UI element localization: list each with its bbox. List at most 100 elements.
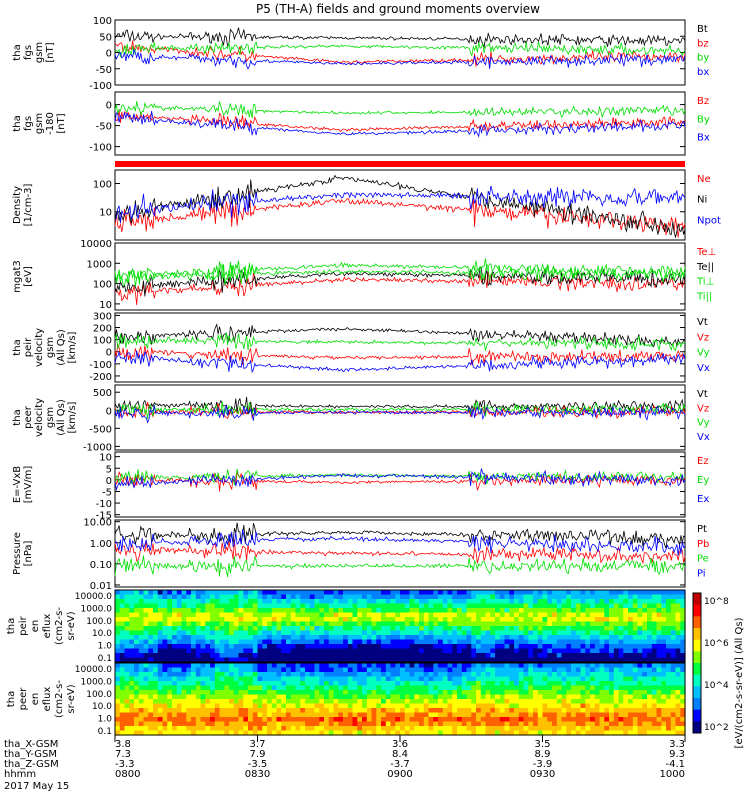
- spectrogram-cell: [509, 708, 515, 714]
- spectrogram-cell: [286, 653, 292, 659]
- spectrogram-cell: [295, 626, 301, 632]
- spectrogram-cell: [352, 599, 358, 605]
- spectrogram-cell: [205, 590, 211, 596]
- spectrogram-cell: [623, 717, 629, 723]
- spectrogram-cell: [680, 717, 686, 723]
- spectrogram-cell: [248, 730, 254, 736]
- spectrogram-cell: [381, 653, 387, 659]
- spectrogram-cell: [143, 608, 149, 614]
- spectrogram-cell: [571, 717, 577, 723]
- spectrogram-cell: [385, 708, 392, 714]
- spectrogram-cell: [628, 594, 634, 600]
- spectrogram-cell: [381, 635, 387, 641]
- colorbar-cell: [693, 639, 701, 652]
- spectrogram-cell: [585, 667, 591, 673]
- spectrogram-cell: [305, 635, 311, 641]
- spectrogram-cell: [276, 657, 282, 663]
- spectrogram-cell: [333, 653, 339, 659]
- spectrogram-cell: [571, 694, 577, 700]
- spectrogram-cell: [314, 667, 320, 673]
- spectrogram-cell: [290, 690, 297, 696]
- spectrogram-cell: [276, 730, 282, 736]
- spectrogram-cell: [115, 639, 121, 645]
- spectrogram-cell: [124, 663, 130, 669]
- spectrogram-cell: [371, 699, 377, 705]
- spectrogram-cell: [533, 603, 539, 609]
- spectrogram-cell: [309, 630, 316, 636]
- spectrogram-cell: [262, 603, 268, 609]
- series-Vy: [114, 332, 686, 352]
- spectrogram-cell: [352, 635, 358, 641]
- spectrogram-cell: [495, 617, 501, 623]
- spectrogram-cell: [143, 685, 149, 691]
- spectrogram-cell: [362, 721, 368, 727]
- spectrogram-cell: [238, 635, 244, 641]
- spectrogram-cell: [181, 690, 187, 696]
- spectrogram-cell: [442, 699, 449, 705]
- spectrogram-cell: [210, 608, 216, 614]
- spectrogram-cell: [295, 653, 301, 659]
- spectrogram-cell: [290, 667, 297, 673]
- spectrogram-cell: [566, 603, 572, 609]
- spectrogram-cell: [134, 621, 140, 627]
- spectrogram-cell: [371, 599, 377, 605]
- spectrogram-cell: [575, 726, 582, 732]
- spectrogram-cell: [613, 635, 620, 641]
- spectrogram-cell: [214, 648, 221, 654]
- spectrogram-cell: [433, 667, 439, 673]
- spectrogram-cell: [214, 681, 221, 687]
- spectrogram-cell: [485, 694, 491, 700]
- spectrogram-cell: [656, 708, 662, 714]
- spectrogram-cell: [438, 608, 444, 614]
- spectrogram-cell: [181, 667, 187, 673]
- spectrogram-cell: [381, 599, 387, 605]
- spectrogram-cell: [566, 663, 572, 669]
- spectrogram-cell: [485, 603, 491, 609]
- spectrogram-cell: [537, 603, 544, 609]
- spectrogram-cell: [419, 667, 425, 673]
- spectrogram-cell: [618, 603, 624, 609]
- spectrogram-cell: [129, 653, 135, 659]
- spectrogram-cell: [613, 730, 620, 736]
- spectrogram-cell: [219, 726, 225, 732]
- spectrogram-cell: [594, 644, 601, 650]
- spectrogram-cell: [172, 717, 178, 723]
- spectrogram-cell: [181, 712, 187, 718]
- spectrogram-cell: [314, 717, 320, 723]
- spectrogram-cell: [409, 657, 415, 663]
- spectrogram-cell: [423, 690, 430, 696]
- spectrogram-cell: [476, 644, 482, 650]
- spectrogram-cell: [238, 590, 244, 596]
- spectrogram-cell: [585, 685, 591, 691]
- spectrogram-cell: [252, 676, 259, 682]
- spectrogram-cell: [347, 726, 354, 732]
- spectrogram-cell: [305, 681, 311, 687]
- spectrogram-cell: [271, 672, 278, 678]
- spectrogram-cell: [666, 712, 672, 718]
- spectrogram-cell: [419, 690, 425, 696]
- spectrogram-cell: [286, 703, 292, 709]
- spectrogram-cell: [637, 612, 643, 618]
- spectrogram-cell: [457, 690, 463, 696]
- spectrogram-cell: [509, 699, 515, 705]
- spectrogram-cell: [552, 681, 558, 687]
- spectrogram-cell: [523, 648, 529, 654]
- spectrogram-cell: [585, 657, 591, 663]
- spectrogram-cell: [433, 644, 439, 650]
- spectrogram-cell: [509, 726, 515, 732]
- spectrogram-cell: [509, 626, 515, 632]
- spectrogram-cell: [124, 594, 130, 600]
- spectrogram-cell: [571, 657, 577, 663]
- spectrogram-cell: [224, 726, 230, 732]
- legend-Bt: Bt: [697, 24, 708, 35]
- spectrogram-cell: [670, 712, 677, 718]
- spectrogram-cell: [134, 635, 140, 641]
- spectrogram-cell: [537, 663, 544, 669]
- spectrogram-cell: [176, 590, 183, 596]
- spectrogram-cell: [666, 663, 672, 669]
- spectrogram-cell: [295, 681, 301, 687]
- spectrogram-cell: [661, 663, 667, 669]
- spectrogram-cell: [319, 685, 325, 691]
- spectrogram-cell: [276, 699, 282, 705]
- spectrogram-cell: [523, 672, 529, 678]
